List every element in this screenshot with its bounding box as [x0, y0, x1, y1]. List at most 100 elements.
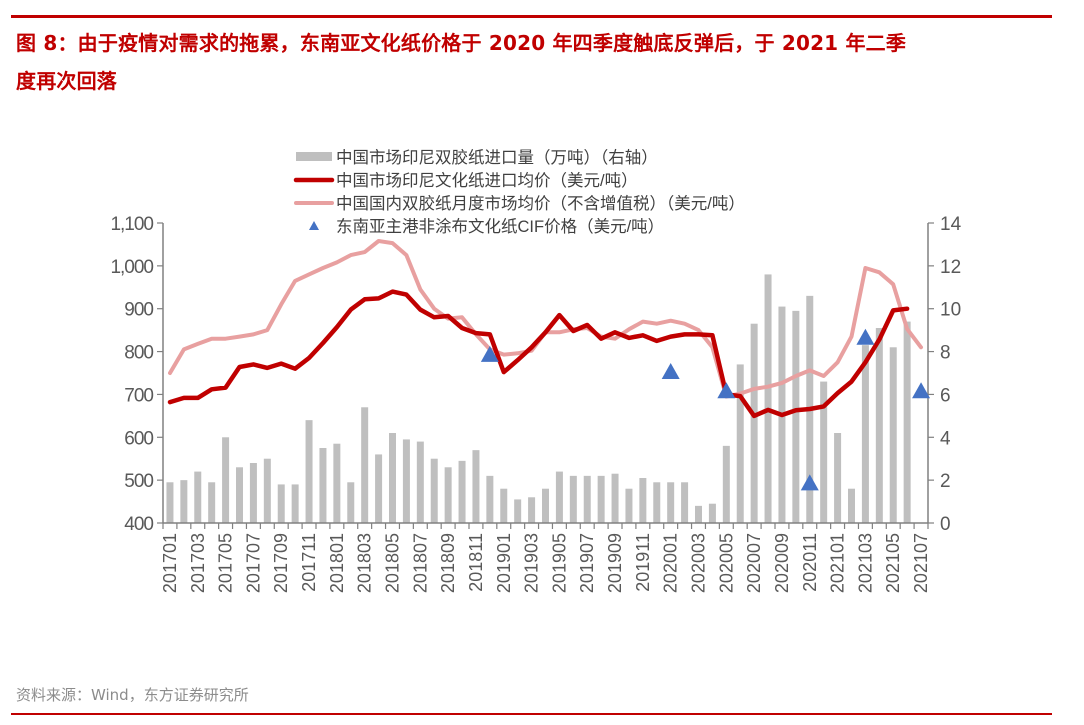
bar [347, 482, 355, 523]
bar [263, 458, 271, 523]
x-tick-label: 202007 [744, 533, 764, 593]
x-tick-label: 202103 [855, 533, 875, 593]
right-tick-label: 8 [940, 343, 951, 364]
bar [444, 467, 452, 523]
legend-label: 中国国内双胶纸月度市场均价（不含增值税）（美元/吨） [336, 194, 745, 213]
figure-title-line-2: 度再次回落 [16, 69, 117, 93]
right-tick-label: 10 [940, 300, 961, 321]
bar [472, 450, 480, 523]
figure-title-line-1: 图 8：由于疫情对需求的拖累，东南亚文化纸价格于 2020 年四季度触底反弹后，… [16, 31, 907, 55]
source-note: 资料来源：Wind，东方证券研究所 [16, 686, 249, 704]
x-tick-label: 201909 [605, 533, 625, 593]
bar [458, 460, 466, 523]
bar [750, 323, 758, 523]
bar [667, 482, 675, 523]
bar [361, 407, 369, 523]
left-tick-label: 500 [124, 471, 153, 492]
x-tick-label: 202001 [661, 533, 681, 593]
triangle-marker-icon [856, 328, 875, 345]
price-lines [167, 239, 923, 419]
legend-label: 中国市场印尼双胶纸进口量（万吨）（右轴） [336, 148, 658, 167]
legend-triangle-icon [309, 221, 319, 230]
right-tick-label: 14 [940, 214, 962, 235]
bar [903, 321, 911, 523]
x-tick-label: 201707 [243, 533, 263, 593]
bar [333, 443, 341, 523]
x-tick-label: 201701 [160, 533, 180, 593]
right-tick-label: 2 [940, 471, 951, 492]
right-tick-label: 0 [940, 514, 951, 535]
x-tick-label: 202009 [772, 533, 792, 593]
import-price-line [167, 289, 910, 419]
legend-label: 东南亚主港非涂布文化纸CIF价格（美元/吨） [336, 217, 664, 236]
bar [236, 467, 243, 523]
bar [875, 328, 883, 523]
x-tick-label: 202107 [911, 533, 931, 593]
bar [486, 475, 494, 523]
bar [764, 274, 772, 523]
bar [291, 484, 299, 523]
x-tick-label: 201703 [188, 533, 208, 593]
x-tick-label: 201903 [522, 533, 542, 593]
x-tick-label: 201905 [549, 533, 569, 593]
bar [249, 463, 257, 523]
x-tick-label: 202003 [689, 533, 709, 593]
bar [277, 484, 285, 523]
chart-canvas: 1,1001,000900800700600500400141210864202… [110, 148, 961, 593]
bar [166, 482, 174, 523]
triangle-marker-icon [800, 474, 819, 491]
bar [180, 480, 188, 523]
bar [222, 437, 230, 523]
right-tick-label: 4 [940, 428, 951, 449]
bar [722, 445, 730, 523]
right-tick-label: 12 [940, 257, 961, 278]
bar [848, 488, 855, 523]
bar [708, 503, 716, 523]
bar [569, 475, 577, 523]
chart-axes: 1,1001,000900800700600500400141210864202… [110, 214, 961, 593]
bar [736, 364, 744, 523]
legend-bar-swatch-icon [296, 152, 332, 161]
bar [820, 381, 828, 523]
left-tick-label: 900 [124, 300, 153, 321]
x-tick-label: 202101 [828, 533, 848, 593]
x-tick-label: 201901 [494, 533, 514, 593]
bar [542, 488, 549, 523]
x-tick-label: 202011 [800, 533, 820, 592]
x-tick-label: 201811 [466, 533, 486, 592]
bar [695, 505, 702, 523]
bar [389, 433, 396, 523]
top-divider [11, 15, 1052, 18]
bar [402, 439, 410, 523]
bar [625, 488, 633, 523]
left-tick-label: 800 [124, 343, 153, 364]
bar [611, 473, 619, 523]
x-tick-label: 201711 [299, 533, 319, 592]
figure-title: 图 8：由于疫情对需求的拖累，东南亚文化纸价格于 2020 年四季度触底反弹后，… [16, 24, 1066, 100]
bar [416, 441, 424, 523]
bar [555, 471, 563, 523]
bar [430, 458, 438, 523]
bar [639, 478, 647, 523]
x-tick-label: 201709 [271, 533, 291, 593]
bar [375, 454, 383, 523]
x-tick-label: 201803 [355, 533, 375, 593]
chart-legend: 中国市场印尼双胶纸进口量（万吨）（右轴） 中国市场印尼文化纸进口均价（美元/吨） 中… [293, 148, 745, 236]
bar [792, 310, 800, 523]
bar [653, 482, 661, 523]
bar [528, 497, 536, 523]
bar [208, 482, 216, 523]
right-tick-label: 6 [940, 385, 951, 406]
triangle-marker-icon [661, 363, 680, 379]
bottom-divider [11, 713, 1052, 715]
x-tick-label: 201801 [327, 533, 347, 593]
legend-label: 中国市场印尼文化纸进口均价（美元/吨） [336, 171, 638, 190]
left-tick-label: 600 [124, 428, 153, 449]
bar [583, 475, 591, 523]
x-tick-label: 201809 [438, 533, 458, 593]
x-tick-label: 201911 [633, 533, 653, 592]
bar [305, 420, 313, 523]
left-tick-label: 700 [124, 385, 153, 406]
bar [597, 475, 605, 523]
chart: 1,100 1,000 900 800 700 600 500 400 14 12 10 8 6 4 2 0 2… [0, 130, 1084, 630]
